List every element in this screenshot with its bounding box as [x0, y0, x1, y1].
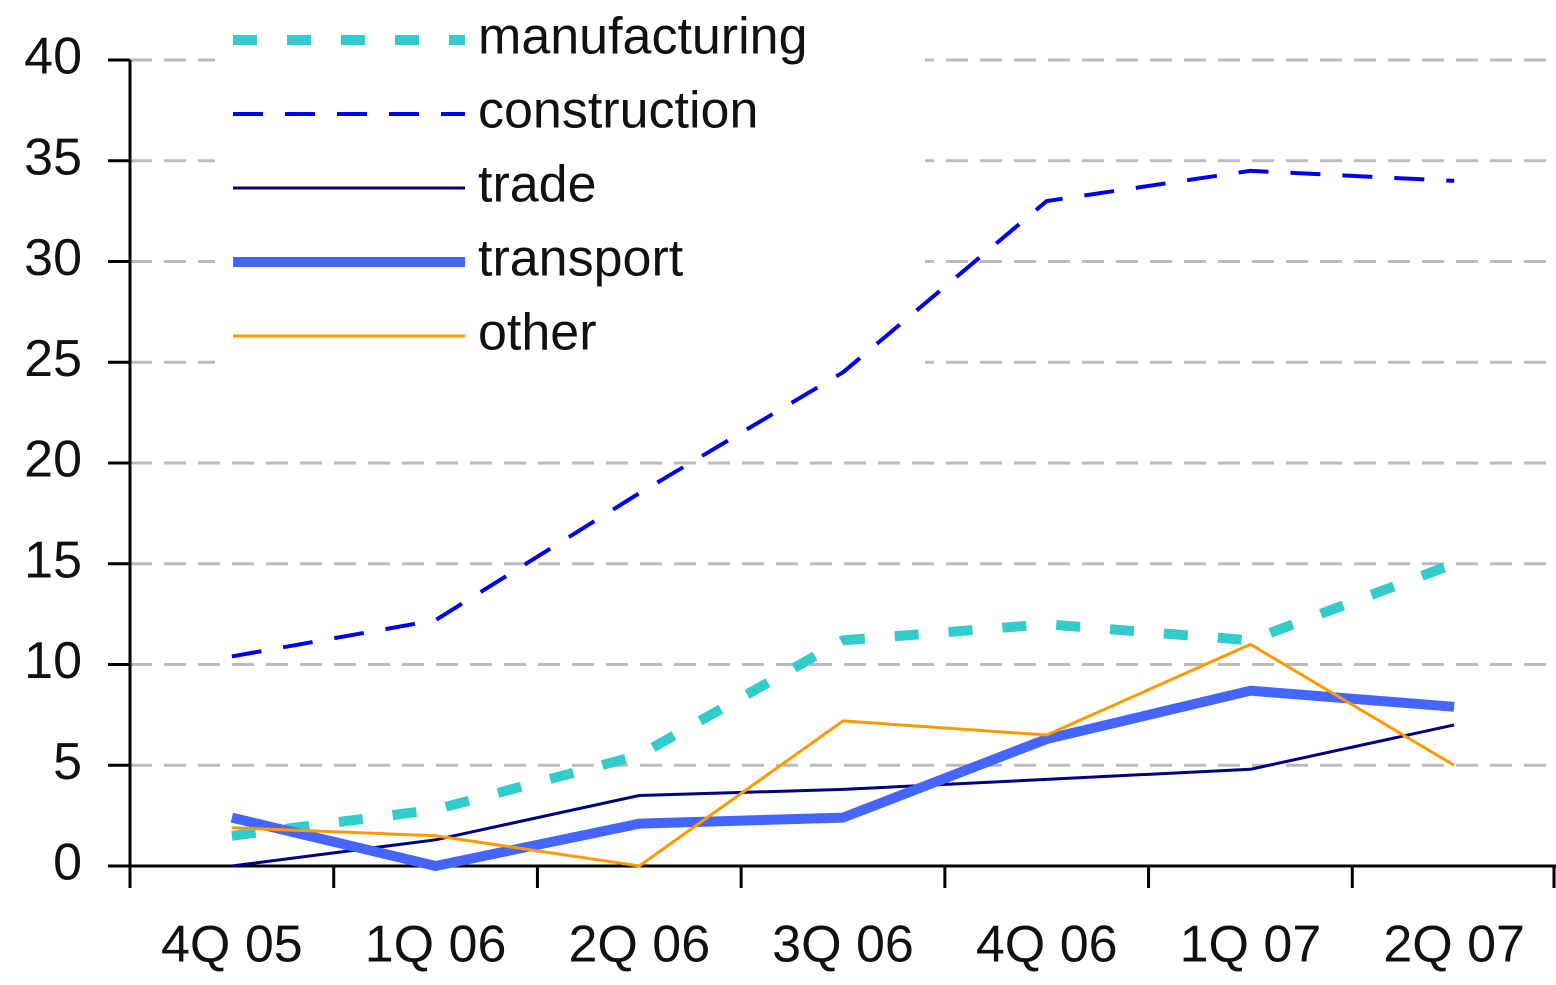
series-line	[230, 685, 1455, 871]
x-tick-label: 3Q 06	[772, 916, 914, 974]
x-tick-label: 2Q 06	[568, 916, 710, 974]
x-tick-label: 4Q 06	[976, 916, 1118, 974]
y-tick-label: 25	[24, 330, 82, 388]
x-tick-label: 4Q 05	[161, 916, 303, 974]
y-tick-label: 0	[53, 834, 82, 892]
y-tick-label: 10	[24, 632, 82, 690]
legend-label: manufacturing	[478, 8, 808, 66]
y-tick-label: 30	[24, 229, 82, 287]
y-tick-label: 40	[24, 28, 82, 86]
x-tick-label: 1Q 07	[1180, 916, 1322, 974]
y-tick-label: 15	[24, 531, 82, 589]
legend-label: construction	[478, 82, 758, 140]
x-tick-label: 1Q 06	[365, 916, 507, 974]
legend-label: other	[478, 304, 597, 362]
legend-label: transport	[478, 230, 684, 288]
y-tick-label: 35	[24, 128, 82, 186]
x-tick-label: 2Q 07	[1383, 916, 1525, 974]
series-line	[231, 723, 1455, 868]
y-tick-label: 5	[53, 733, 82, 791]
series-line	[231, 168, 1455, 659]
y-tick-label: 20	[24, 431, 82, 489]
series-line	[231, 642, 1455, 868]
series-line	[231, 559, 1456, 841]
legend-label: trade	[478, 156, 597, 214]
